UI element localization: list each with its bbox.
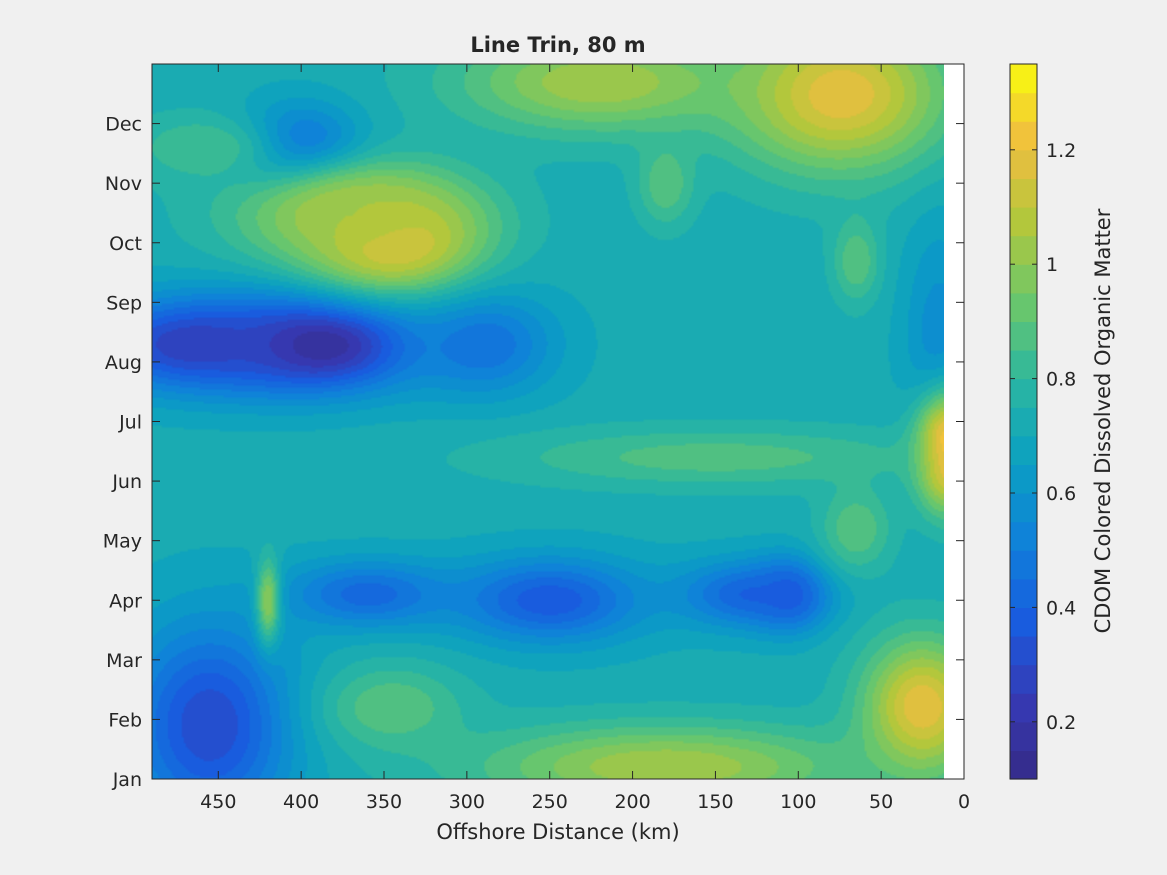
y-tick-label: Aug bbox=[105, 352, 142, 374]
x-tick-label: 200 bbox=[614, 791, 650, 813]
y-tick-label: Sep bbox=[106, 292, 142, 314]
y-tick-label: Feb bbox=[108, 709, 142, 731]
x-tick-label: 400 bbox=[283, 791, 319, 813]
colorbar-level bbox=[1010, 750, 1037, 780]
colorbar-level bbox=[1010, 407, 1037, 437]
colorbar-level bbox=[1010, 578, 1037, 608]
x-tick-label: 0 bbox=[958, 791, 970, 813]
y-tick-label: Dec bbox=[105, 114, 142, 136]
x-tick-label: 350 bbox=[366, 791, 402, 813]
y-tick-label: Mar bbox=[106, 650, 142, 672]
colorbar-level bbox=[1010, 235, 1037, 265]
colorbar-label: CDOM Colored Dissolved Organic Matter bbox=[1091, 208, 1115, 633]
colorbar-level bbox=[1010, 149, 1037, 179]
colorbar-level bbox=[1010, 292, 1037, 322]
colorbar-level bbox=[1010, 636, 1037, 666]
y-tick-label: Nov bbox=[105, 173, 142, 195]
colorbar-level bbox=[1010, 664, 1037, 694]
y-tick-label: Oct bbox=[109, 233, 142, 255]
colorbar-tick-label: 0.6 bbox=[1046, 483, 1076, 505]
colorbar-tick-label: 0.2 bbox=[1046, 712, 1076, 734]
colorbar-level bbox=[1010, 521, 1037, 551]
colorbar-level bbox=[1010, 493, 1037, 523]
colorbar-level bbox=[1010, 464, 1037, 494]
colorbar-tick-label: 1.2 bbox=[1046, 140, 1076, 162]
colorbar-tick-label: 0.4 bbox=[1046, 597, 1076, 619]
colorbar-level bbox=[1010, 92, 1037, 122]
x-tick-label: 250 bbox=[532, 791, 568, 813]
x-tick-label: 450 bbox=[200, 791, 236, 813]
colorbar-level bbox=[1010, 321, 1037, 351]
colorbar-level bbox=[1010, 207, 1037, 237]
cdom-contour-field bbox=[152, 64, 944, 779]
x-tick-label: 100 bbox=[780, 791, 816, 813]
colorbar: 0.2 0.4 0.6 0.8 1 1.2 CDOM Colored Dissolved … bbox=[1009, 63, 1115, 780]
chart-title: Line Trin, 80 m bbox=[470, 33, 645, 57]
y-tick-label: Jan bbox=[112, 769, 142, 791]
colorbar-level bbox=[1010, 350, 1037, 380]
colorbar-tick-label: 0.8 bbox=[1046, 369, 1076, 391]
colorbar-levels bbox=[1010, 64, 1037, 780]
y-tick-label: May bbox=[103, 531, 142, 553]
colorbar-box bbox=[1009, 63, 1038, 780]
x-axis-label: Offshore Distance (km) bbox=[436, 820, 679, 844]
colorbar-level bbox=[1010, 550, 1037, 580]
y-axis: Jan Feb Mar Apr May Jun Jul Aug Sep Oct Nov Dec bbox=[103, 114, 964, 791]
colorbar-level bbox=[1010, 64, 1037, 94]
colorbar-level bbox=[1010, 264, 1037, 294]
x-tick-label: 50 bbox=[869, 791, 893, 813]
colorbar-level bbox=[1010, 378, 1037, 408]
x-tick-label: 300 bbox=[449, 791, 485, 813]
colorbar-level bbox=[1010, 693, 1037, 723]
colorbar-level bbox=[1010, 721, 1037, 751]
y-tick-label: Jun bbox=[111, 471, 142, 493]
colorbar-tick-label: 1 bbox=[1046, 254, 1058, 276]
x-tick-label: 150 bbox=[697, 791, 733, 813]
y-tick-label: Apr bbox=[109, 590, 142, 612]
colorbar-level bbox=[1010, 435, 1037, 465]
colorbar-level bbox=[1010, 178, 1037, 208]
colorbar-level bbox=[1010, 121, 1037, 151]
colorbar-level bbox=[1010, 607, 1037, 637]
plot-area: 450 400 350 300 250 200 150 100 50 0 Jan Feb Mar Apr… bbox=[103, 63, 970, 813]
y-tick-label: Jul bbox=[118, 412, 142, 434]
x-axis: 450 400 350 300 250 200 150 100 50 0 bbox=[200, 64, 970, 813]
colorbar-ticks: 0.2 0.4 0.6 0.8 1 1.2 bbox=[1010, 140, 1076, 734]
